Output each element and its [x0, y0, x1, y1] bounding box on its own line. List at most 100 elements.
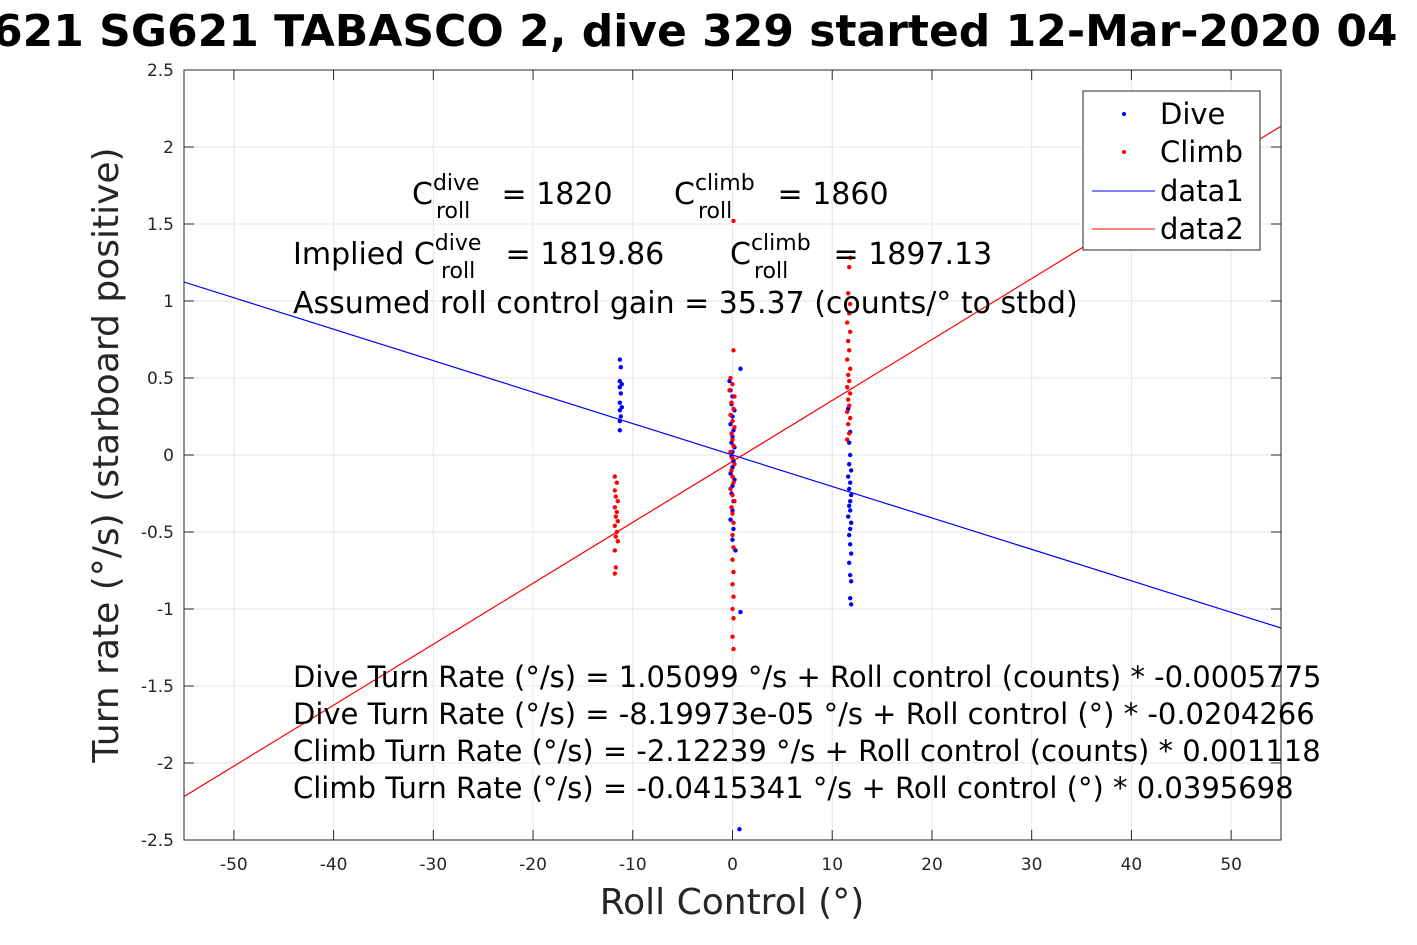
climb-point: [845, 422, 851, 427]
dive-point: [728, 517, 733, 522]
climb-point: [612, 548, 618, 553]
data-points: [612, 218, 854, 832]
climb-point: [615, 519, 621, 524]
climb-point: [728, 486, 733, 492]
dive-point: [618, 414, 624, 419]
climb-point: [731, 218, 736, 224]
x-tick-label: 10: [821, 855, 843, 875]
climb-point: [730, 532, 735, 538]
plot-content: [184, 125, 1281, 832]
x-tick-label: -40: [320, 855, 348, 875]
climb-point: [847, 391, 853, 396]
dive-point: [847, 480, 853, 485]
climb-point: [845, 372, 851, 378]
climb-point: [612, 488, 618, 493]
climb-point: [846, 431, 852, 436]
y-tick-label: -2: [157, 754, 174, 774]
dive-point: [848, 492, 854, 498]
legend-box: [1082, 90, 1261, 251]
climb-point: [844, 385, 850, 390]
legend-dive-marker: [1122, 112, 1126, 116]
dive-point: [848, 602, 854, 607]
climb-point: [613, 494, 619, 499]
climb-point: [727, 388, 732, 393]
climb-point: [731, 520, 736, 525]
climb-point: [613, 565, 619, 570]
dive-point: [617, 408, 623, 413]
climb-point: [732, 394, 737, 399]
dive-point: [847, 526, 853, 532]
c-climb-sup: climb: [695, 171, 755, 196]
x-tick-label: 50: [1220, 855, 1242, 875]
climb-point: [845, 397, 851, 402]
climb-point: [729, 468, 734, 473]
dive-point: [847, 542, 853, 547]
climb-point: [615, 499, 621, 504]
climb-point: [844, 437, 850, 442]
climb-point: [730, 634, 735, 639]
axis-ticks: -50 -40 -30 -20 -10 0 10 20 30 40 50-2.5-2-1.5-1-0…: [141, 61, 1281, 875]
x-tick-label: -20: [519, 855, 547, 875]
implied-dive-sub: roll: [441, 259, 475, 284]
dive-point: [846, 532, 852, 538]
climb-point: [730, 557, 735, 562]
dive-point: [738, 609, 743, 615]
equation-line-3: Climb Turn Rate (°/s) = -2.12239 °/s + R…: [293, 734, 1321, 768]
dive-point: [848, 468, 854, 473]
climb-point: [846, 378, 852, 384]
climb-point: [731, 406, 736, 411]
dive-point: [737, 827, 742, 832]
dive-point: [618, 365, 624, 370]
climb-point: [844, 409, 850, 415]
climb-point: [728, 375, 733, 381]
c-dive-sub: roll: [436, 199, 470, 224]
climb-point: [614, 480, 620, 485]
climb-point: [732, 425, 737, 430]
c-dive-base: C: [412, 177, 433, 212]
implied-dive-value: = 1819.86: [496, 237, 664, 272]
chart-title: 621 SG621 TABASCO 2, dive 329 started 12…: [0, 6, 1398, 57]
c-climb-value: = 1860: [768, 177, 889, 212]
legend-data1-label: data1: [1160, 174, 1244, 208]
implied-climb-value: = 1897.13: [824, 237, 992, 272]
y-tick-label: -1.5: [141, 677, 174, 697]
y-tick-label: 1.5: [147, 215, 174, 235]
x-tick-label: 40: [1121, 855, 1143, 875]
dive-point: [845, 474, 851, 479]
climb-point: [730, 492, 735, 498]
climb-point: [615, 539, 621, 544]
climb-point: [732, 462, 737, 467]
climb-point: [728, 449, 733, 455]
c-climb-sub: roll: [698, 199, 732, 224]
equation-line-4: Climb Turn Rate (°/s) = -0.0415341 °/s +…: [293, 771, 1294, 805]
x-tick-label: 0: [727, 855, 738, 875]
climb-point: [728, 412, 733, 418]
dive-point: [847, 499, 853, 504]
dive-point: [617, 357, 623, 362]
dive-point: [847, 572, 853, 578]
climb-point: [612, 571, 618, 576]
dive-point: [847, 508, 853, 513]
y-axis-label: Turn rate (°/s) (starboard positive): [86, 147, 127, 763]
implied-climb-sup: climb: [751, 231, 811, 256]
legend-dive-label: Dive: [1160, 97, 1225, 131]
climb-point: [847, 415, 853, 421]
climb-point: [730, 474, 735, 479]
climb-point: [612, 474, 618, 479]
implied-dive-annotation: Implied Cdive roll = 1819.86: [293, 231, 664, 284]
climb-point: [730, 606, 735, 612]
climb-point: [730, 511, 735, 516]
y-tick-label: 2.5: [147, 61, 174, 81]
legend: Dive Climb data1 data2: [1082, 90, 1261, 251]
climb-point: [730, 582, 735, 587]
climb-point: [731, 480, 736, 485]
climb-point: [731, 646, 736, 652]
dive-point: [847, 596, 853, 601]
x-axis-label: Roll Control (°): [600, 882, 865, 923]
climb-point: [730, 455, 735, 461]
gain-annotation: Assumed roll control gain = 35.37 (count…: [293, 286, 1078, 321]
c-dive-sup: dive: [433, 171, 480, 196]
implied-climb-base: C: [730, 237, 751, 272]
dive-point: [846, 503, 852, 509]
